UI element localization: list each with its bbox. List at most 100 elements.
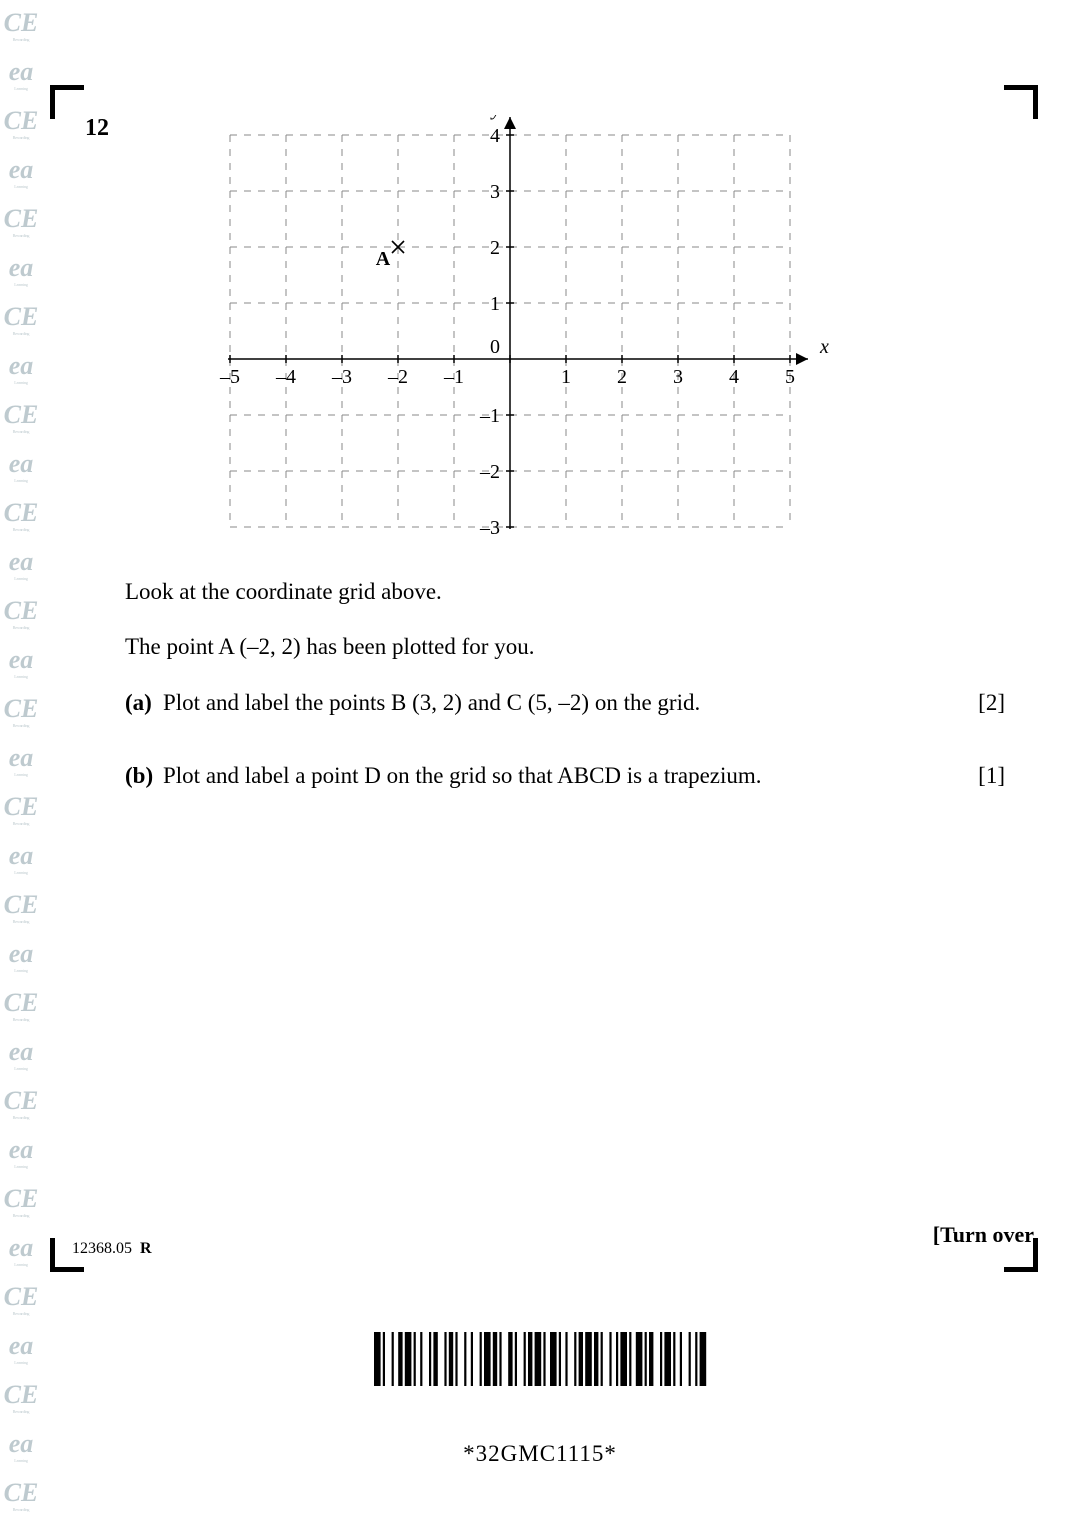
- svg-text:CE: CE: [4, 1086, 39, 1115]
- watermark-logo: eaLearning: [0, 1127, 42, 1176]
- svg-text:CE: CE: [4, 1282, 39, 1311]
- svg-text:CE: CE: [4, 988, 39, 1017]
- intro-text-1: Look at the coordinate grid above.: [125, 575, 442, 608]
- svg-text:ea: ea: [9, 155, 34, 184]
- watermark-logo: CERewarding: [0, 1470, 42, 1519]
- watermark-logo: eaLearning: [0, 1029, 42, 1078]
- svg-text:3: 3: [490, 181, 500, 203]
- footer-code: 12368.05 R: [72, 1240, 152, 1258]
- svg-text:–2: –2: [387, 366, 408, 388]
- barcode-text: *32GMC1115*: [0, 1441, 1080, 1467]
- footer-code-number: 12368.05: [72, 1240, 132, 1257]
- svg-text:y: y: [490, 115, 501, 120]
- svg-text:–3: –3: [479, 517, 500, 539]
- watermark-logo: CERewarding: [0, 196, 42, 245]
- part-b-marks: [1]: [955, 759, 1005, 792]
- svg-text:4: 4: [729, 366, 739, 388]
- part-a-text: Plot and label the points B (3, 2) and C…: [163, 686, 955, 719]
- part-b-label: (b): [125, 759, 163, 792]
- svg-text:CE: CE: [4, 1478, 39, 1507]
- watermark-logo: CERewarding: [0, 1274, 42, 1323]
- watermark-logo: CERewarding: [0, 294, 42, 343]
- svg-text:1: 1: [561, 366, 571, 388]
- svg-text:CE: CE: [4, 596, 39, 625]
- svg-text:CE: CE: [4, 106, 39, 135]
- svg-text:CE: CE: [4, 302, 39, 331]
- svg-text:ea: ea: [9, 645, 34, 674]
- watermark-logo: eaLearning: [0, 49, 42, 98]
- svg-text:–1: –1: [479, 405, 500, 427]
- svg-text:–1: –1: [443, 366, 464, 388]
- svg-text:CE: CE: [4, 694, 39, 723]
- svg-text:ea: ea: [9, 1037, 34, 1066]
- svg-text:ea: ea: [9, 449, 34, 478]
- svg-text:5: 5: [785, 366, 795, 388]
- intro-text-2: The point A (–2, 2) has been plotted for…: [125, 630, 534, 663]
- watermark-logo: CERewarding: [0, 490, 42, 539]
- part-a-label: (a): [125, 686, 163, 719]
- watermark-logo: eaLearning: [0, 147, 42, 196]
- svg-text:CE: CE: [4, 400, 39, 429]
- watermark-logo: eaLearning: [0, 343, 42, 392]
- svg-text:ea: ea: [9, 841, 34, 870]
- svg-text:CE: CE: [4, 8, 39, 37]
- question-number: 12: [85, 115, 109, 142]
- watermark-logo: CERewarding: [0, 882, 42, 931]
- svg-text:ea: ea: [9, 939, 34, 968]
- part-b-text: Plot and label a point D on the grid so …: [163, 759, 955, 792]
- svg-text:–5: –5: [219, 366, 240, 388]
- svg-text:CE: CE: [4, 792, 39, 821]
- barcode-icon: [370, 1330, 710, 1388]
- svg-text:1: 1: [490, 293, 500, 315]
- crop-mark-tr: [1004, 85, 1038, 119]
- svg-text:ea: ea: [9, 547, 34, 576]
- turn-over-text: [Turn over: [933, 1222, 1034, 1248]
- svg-text:ea: ea: [9, 743, 34, 772]
- watermark-strip: CERewardingeaLearningCERewardingeaLearni…: [0, 0, 42, 1527]
- svg-text:CE: CE: [4, 890, 39, 919]
- svg-text:A: A: [376, 248, 391, 270]
- watermark-logo: CERewarding: [0, 588, 42, 637]
- watermark-logo: CERewarding: [0, 980, 42, 1029]
- watermark-logo: eaLearning: [0, 735, 42, 784]
- svg-text:–2: –2: [479, 461, 500, 483]
- watermark-logo: eaLearning: [0, 931, 42, 980]
- svg-text:–3: –3: [331, 366, 352, 388]
- watermark-logo: CERewarding: [0, 98, 42, 147]
- page-frame: 12 –5–4–3–2–112345–3–2–112340xyA Look at…: [50, 85, 1038, 1272]
- watermark-logo: CERewarding: [0, 1078, 42, 1127]
- svg-text:CE: CE: [4, 1184, 39, 1213]
- svg-text:2: 2: [617, 366, 627, 388]
- svg-text:ea: ea: [9, 1135, 34, 1164]
- svg-text:ea: ea: [9, 1233, 34, 1262]
- svg-text:–4: –4: [275, 366, 296, 388]
- watermark-logo: eaLearning: [0, 539, 42, 588]
- watermark-logo: eaLearning: [0, 1519, 42, 1527]
- question-body: Look at the coordinate grid above. The p…: [125, 575, 1005, 832]
- watermark-logo: eaLearning: [0, 441, 42, 490]
- watermark-logo: eaLearning: [0, 637, 42, 686]
- svg-text:4: 4: [490, 125, 500, 147]
- svg-text:x: x: [819, 336, 829, 358]
- svg-text:CE: CE: [4, 204, 39, 233]
- coordinate-grid: –5 –4 –3 –2 –1 1 2 3 4 5 –3 –2 –1 1 2 3 4 0 x y A: [210, 115, 910, 545]
- watermark-logo: eaLearning: [0, 245, 42, 294]
- watermark-logo: CERewarding: [0, 686, 42, 735]
- watermark-logo: CERewarding: [0, 1176, 42, 1225]
- watermark-logo: CERewarding: [0, 392, 42, 441]
- svg-text:ea: ea: [9, 351, 34, 380]
- watermark-logo: CERewarding: [0, 784, 42, 833]
- footer-code-suffix: R: [140, 1240, 152, 1257]
- svg-text:0: 0: [490, 336, 500, 358]
- watermark-logo: CERewarding: [0, 0, 42, 49]
- svg-text:3: 3: [673, 366, 683, 388]
- svg-text:CE: CE: [4, 498, 39, 527]
- svg-text:2: 2: [490, 237, 500, 259]
- watermark-logo: eaLearning: [0, 833, 42, 882]
- crop-mark-tl: [50, 85, 84, 119]
- svg-text:ea: ea: [9, 57, 34, 86]
- part-a-marks: [2]: [955, 686, 1005, 719]
- watermark-logo: eaLearning: [0, 1225, 42, 1274]
- svg-text:ea: ea: [9, 253, 34, 282]
- barcode-area: *32GMC1115*: [0, 1330, 1080, 1467]
